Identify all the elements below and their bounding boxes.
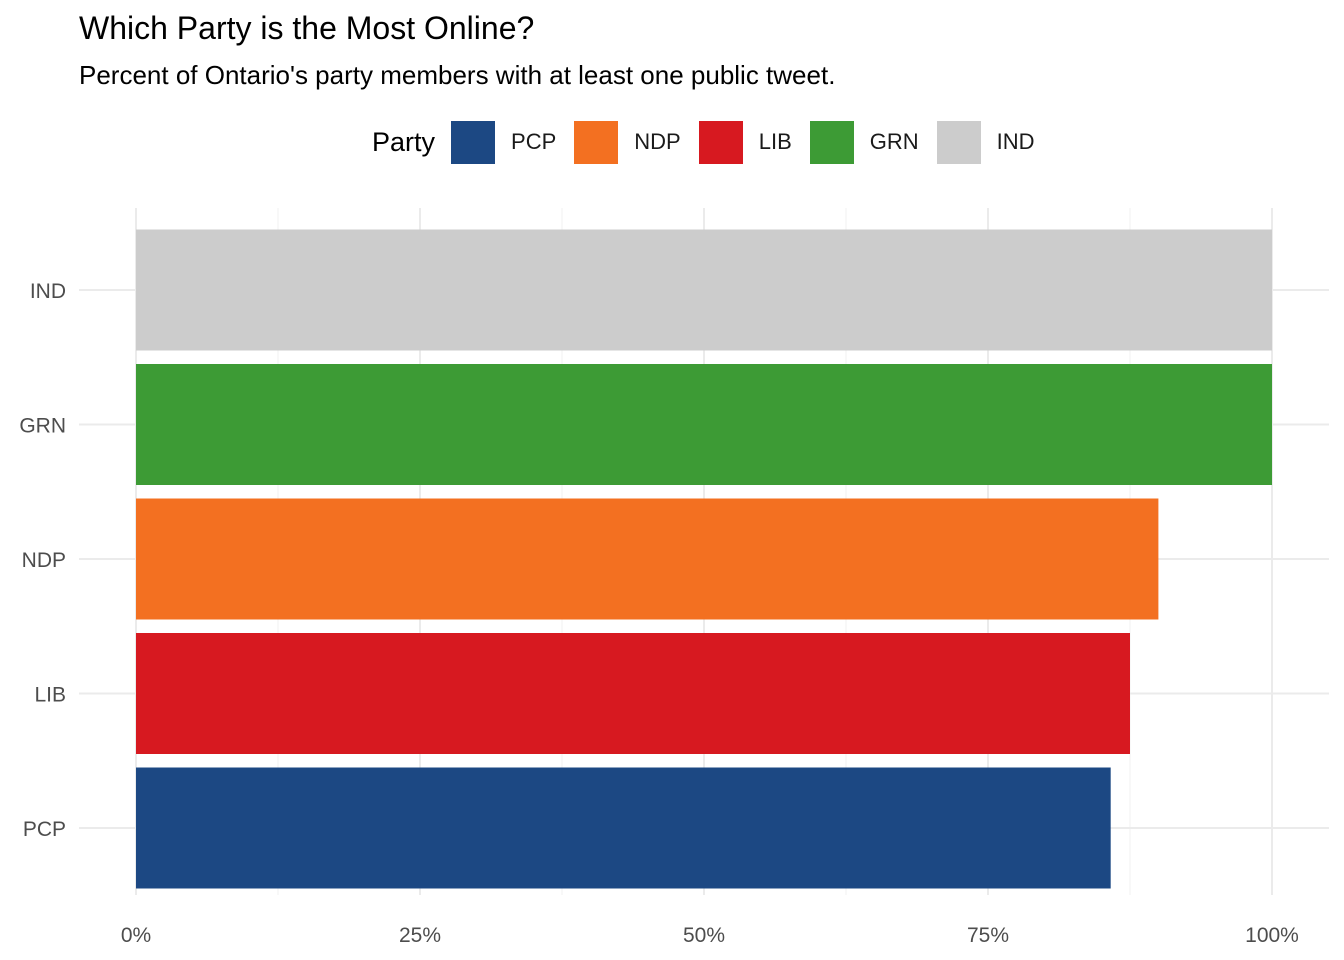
legend-item-pcp: PCP — [451, 120, 557, 164]
legend-item-grn: GRN — [809, 120, 919, 164]
y-tick-label-ind: IND — [30, 280, 66, 303]
legend: Party PCP NDP LIB GRN IND — [372, 120, 1053, 164]
x-tick-label: 75% — [967, 924, 1009, 947]
y-tick-label-lib: LIB — [34, 684, 66, 707]
x-tick-label: 50% — [683, 924, 725, 947]
bar-grn — [136, 364, 1272, 485]
legend-label-lib: LIB — [758, 129, 792, 154]
bar-ndp — [136, 498, 1159, 620]
legend-label-grn: GRN — [869, 129, 919, 154]
x-tick-label: 0% — [121, 924, 151, 947]
legend-swatch-lib — [698, 120, 743, 164]
bar-lib — [136, 633, 1130, 754]
y-tick-label-grn: GRN — [19, 415, 66, 438]
legend-item-ndp: NDP — [574, 120, 681, 164]
chart-title: Which Party is the Most Online? — [79, 10, 535, 46]
y-tick-label-pcp: PCP — [23, 818, 66, 841]
bar-pcp — [136, 767, 1111, 889]
legend-label-ndp: NDP — [634, 129, 681, 154]
chart-subtitle: Percent of Ontario's party members with … — [79, 60, 836, 90]
legend-item-lib: LIB — [698, 120, 792, 164]
legend-label-ind: IND — [996, 129, 1035, 154]
legend-label-pcp: PCP — [511, 129, 557, 154]
legend-item-ind: IND — [936, 120, 1035, 164]
bar-ind — [136, 229, 1272, 351]
legend-swatch-ind — [936, 120, 981, 164]
x-tick-label: 100% — [1245, 924, 1299, 947]
y-tick-label-ndp: NDP — [22, 549, 66, 572]
legend-swatch-grn — [809, 120, 854, 164]
x-tick-label: 25% — [399, 924, 441, 947]
legend-title: Party — [372, 126, 436, 157]
legend-swatch-pcp — [451, 120, 496, 164]
legend-swatch-ndp — [574, 120, 619, 164]
